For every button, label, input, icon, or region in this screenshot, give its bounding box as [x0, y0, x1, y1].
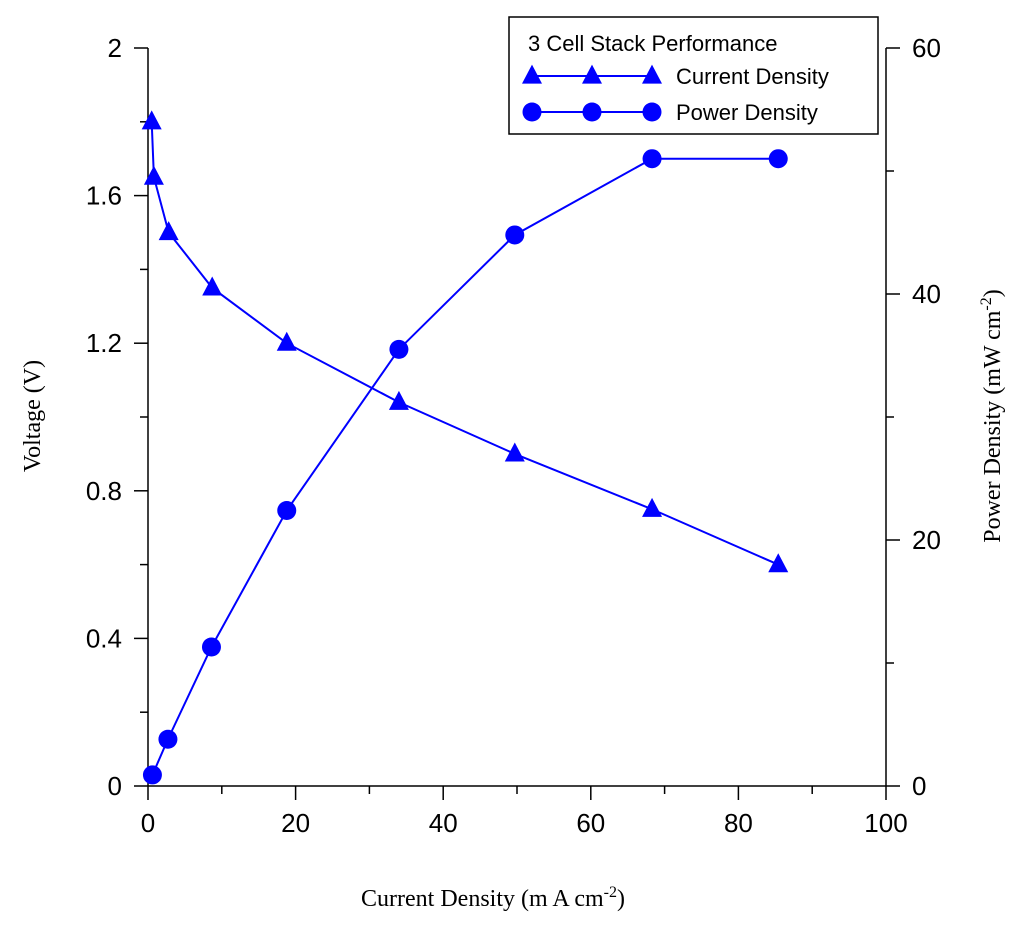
legend-marker-circle	[522, 102, 542, 122]
series-power-density	[142, 149, 788, 785]
x-tick-label: 80	[724, 808, 753, 838]
data-point-triangle	[388, 390, 409, 410]
x-tick-label: 40	[429, 808, 458, 838]
data-point-circle	[642, 149, 662, 169]
legend-marker-triangle	[642, 64, 662, 84]
data-point-triangle	[276, 331, 297, 351]
legend-marker-circle	[582, 102, 602, 122]
x-tick-label: 0	[141, 808, 155, 838]
data-point-triangle	[202, 276, 223, 296]
legend-title: 3 Cell Stack Performance	[528, 31, 777, 56]
data-point-triangle	[768, 553, 789, 573]
y-left-tick-label: 2	[108, 33, 122, 63]
y-left-tick-label: 0	[108, 771, 122, 801]
data-point-circle	[389, 339, 409, 359]
y-right-axis-label: Power Density (mW cm-2)	[978, 289, 1006, 543]
series-group	[141, 110, 789, 785]
series-line	[151, 157, 779, 776]
legend-marker-triangle	[582, 64, 602, 84]
legend-label-current-density: Current Density	[676, 64, 829, 89]
legend-entry-current-density: Current Density	[522, 64, 829, 89]
data-point-triangle	[642, 497, 663, 517]
data-point-circle	[505, 225, 525, 245]
legend-marker-circle	[642, 102, 662, 122]
x-axis-label-superscript: -2	[604, 884, 617, 901]
legend-label-power-density: Power Density	[676, 100, 818, 125]
x-tick-label: 100	[864, 808, 907, 838]
y-right-tick-label: 20	[912, 525, 941, 555]
y-left-tick-label: 1.2	[86, 328, 122, 358]
x-tick-label: 20	[281, 808, 310, 838]
data-point-circle	[768, 149, 788, 169]
legend-marker-triangle	[522, 64, 542, 84]
x-axis-label-suffix: )	[617, 886, 625, 912]
data-point-circle	[158, 729, 178, 749]
y-left-tick-label: 1.6	[86, 181, 122, 211]
y-right-axis-label-superscript: -2	[978, 297, 995, 310]
y-left-tick-label: 0.4	[86, 623, 122, 653]
x-tick-label: 60	[576, 808, 605, 838]
data-point-triangle	[143, 165, 164, 185]
x-axis-label: Current Density (m A cm-2)	[361, 884, 625, 912]
data-point-triangle	[504, 442, 525, 462]
data-point-circle	[142, 765, 162, 785]
series-line	[150, 121, 779, 566]
legend: 3 Cell Stack Performance Current Density…	[508, 16, 879, 135]
legend-entry-power-density: Power Density	[522, 100, 818, 125]
y-left-axis-label: Voltage (V)	[20, 360, 46, 472]
y-right-tick-label: 40	[912, 279, 941, 309]
y-right-tick-label: 0	[912, 771, 926, 801]
data-point-triangle	[158, 221, 179, 241]
y-left-tick-label: 0.8	[86, 476, 122, 506]
data-point-circle	[201, 637, 221, 657]
y-right-axis-label-suffix: )	[980, 289, 1006, 297]
data-point-triangle	[141, 110, 162, 130]
data-point-circle	[277, 500, 297, 520]
series-current-density	[141, 110, 789, 573]
y-right-tick-label: 60	[912, 33, 941, 63]
